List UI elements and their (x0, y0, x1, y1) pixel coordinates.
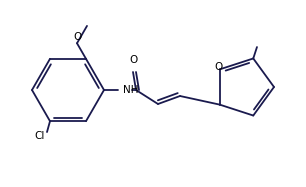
Text: O: O (215, 62, 223, 72)
Text: O: O (130, 55, 138, 65)
Text: NH: NH (123, 85, 139, 95)
Text: O: O (73, 32, 81, 42)
Text: Cl: Cl (35, 131, 45, 141)
